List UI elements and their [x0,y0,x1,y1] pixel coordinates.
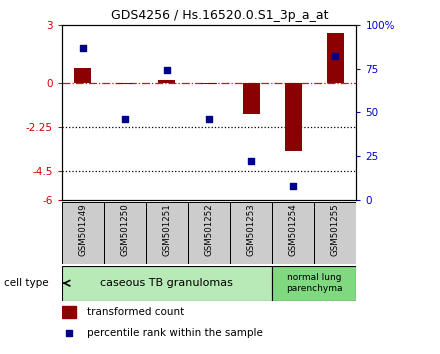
Point [248,159,255,164]
Bar [243,83,260,114]
Point [163,68,170,73]
Point [205,116,213,122]
Bar [272,202,314,264]
Point [332,53,339,59]
Bar [74,68,91,83]
Bar [62,202,104,264]
Bar [116,83,133,84]
Text: GSM501253: GSM501253 [246,204,256,256]
Point [290,183,297,189]
Text: caseous TB granulomas: caseous TB granulomas [100,278,233,288]
Bar [230,202,272,264]
Text: GSM501251: GSM501251 [162,204,172,256]
Text: GSM501255: GSM501255 [331,204,340,256]
Bar [314,202,356,264]
Bar [272,266,356,301]
Bar [201,83,217,84]
Bar [62,266,272,301]
Text: percentile rank within the sample: percentile rank within the sample [87,328,263,338]
Text: transformed count: transformed count [87,307,184,317]
Text: normal lung
parenchyma: normal lung parenchyma [286,274,342,293]
Text: GSM501249: GSM501249 [78,204,87,256]
Bar [62,306,76,318]
Text: GSM501252: GSM501252 [205,204,213,256]
Point [79,45,86,50]
Text: GDS4256 / Hs.16520.0.S1_3p_a_at: GDS4256 / Hs.16520.0.S1_3p_a_at [111,9,329,22]
Bar [188,202,230,264]
Point [65,330,72,336]
Bar [104,202,146,264]
Point [121,116,128,122]
Bar [146,202,188,264]
Text: cell type: cell type [4,278,49,288]
Text: GSM501250: GSM501250 [120,204,129,256]
Bar [158,80,175,83]
Bar [327,33,344,83]
Text: GSM501254: GSM501254 [289,204,298,256]
Bar [285,83,302,152]
